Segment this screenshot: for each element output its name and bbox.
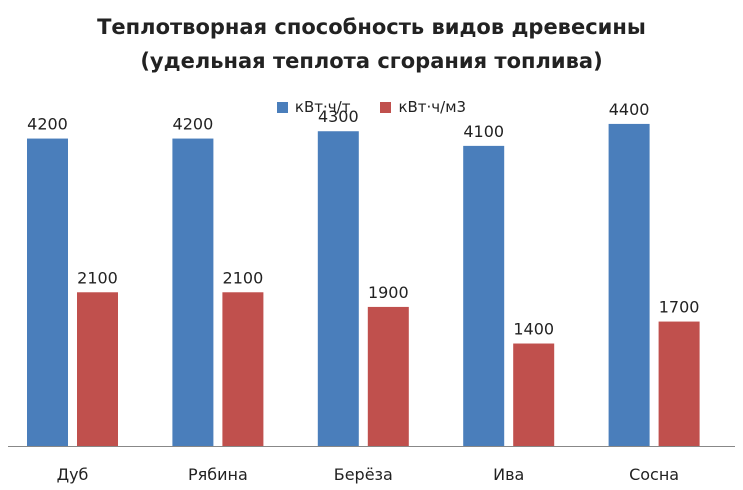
data-label-1-1: 4200 [27, 115, 68, 134]
data-label-2-4: 1400 [513, 320, 554, 339]
x-tick-label-3: Берёза [334, 465, 393, 484]
bar-2-5 [658, 321, 700, 446]
legend-label-series-1: кВт·ч/т [294, 98, 351, 116]
data-label-2-1: 2100 [77, 268, 118, 287]
chart-title-line-1: Теплотворная способность видов древесины [97, 15, 646, 39]
x-tick-label-1: Дуб [57, 465, 89, 484]
bar-2-3 [367, 306, 409, 446]
data-label-1-5: 4400 [609, 100, 650, 119]
bar-1-5 [608, 123, 650, 447]
bar-1-4 [463, 145, 505, 446]
data-label-1-2: 4200 [173, 115, 214, 134]
chart-title-line-2: (удельная теплота сгорания топлива) [140, 49, 603, 73]
data-label-2-3: 1900 [368, 283, 409, 302]
x-tick-label-5: Сосна [629, 465, 679, 484]
bar-1-1 [27, 138, 68, 446]
legend-item-series-2: кВт·ч/м3 [380, 98, 466, 116]
bar-2-4 [513, 343, 555, 446]
data-label-1-3: 4300 [318, 107, 359, 126]
legend-label-series-2: кВт·ч/м3 [398, 98, 467, 116]
x-tick-label-4: Ива [493, 465, 524, 484]
legend-swatch-series-2 [380, 101, 392, 113]
x-tick-label-2: Рябина [188, 465, 248, 484]
data-label-2-5: 1700 [659, 298, 700, 317]
bar-1-3 [317, 131, 359, 447]
chart-legend: кВт·ч/т кВт·ч/м3 [0, 98, 743, 116]
bar-1-2 [172, 138, 214, 446]
legend-item-series-1: кВт·ч/т [276, 98, 351, 116]
bar-2-1 [77, 292, 118, 446]
data-label-2-2: 2100 [223, 268, 264, 287]
bar-2-2 [222, 292, 264, 446]
data-label-1-4: 4100 [463, 122, 504, 141]
legend-swatch-series-1 [276, 101, 288, 113]
